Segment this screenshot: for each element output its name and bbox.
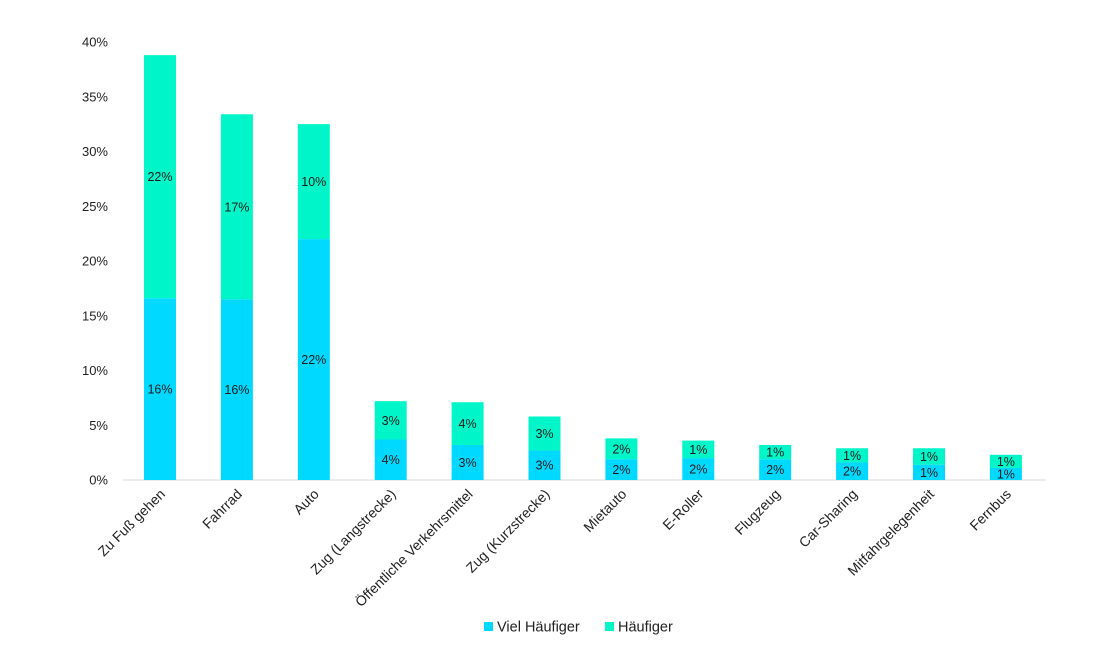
y-tick-label: 25% <box>82 199 108 214</box>
x-category-label: Fahrrad <box>199 486 245 532</box>
data-label: 22% <box>147 170 172 184</box>
x-category-label: Car-Sharing <box>796 486 861 551</box>
data-label: 3% <box>382 414 400 428</box>
data-label: 2% <box>766 463 784 477</box>
legend: Viel Häufiger Häufiger <box>484 620 673 636</box>
data-label: 1% <box>997 467 1015 481</box>
x-category-label: E-Roller <box>659 486 706 533</box>
data-label: 2% <box>689 463 707 477</box>
x-category-label: Zug (Kurzstrecke) <box>463 486 553 576</box>
data-label: 2% <box>612 463 630 477</box>
bar-segment-haeufiger <box>528 416 561 451</box>
y-tick-label: 0% <box>89 473 108 488</box>
bar-segment-haeufiger <box>913 448 945 465</box>
data-label: 22% <box>301 353 326 367</box>
bar-segment-haeufiger <box>605 438 638 460</box>
data-label: 1% <box>997 455 1015 469</box>
data-label: 2% <box>612 442 630 456</box>
bar-segment-viel-haeufiger <box>759 459 792 480</box>
y-tick-label: 15% <box>82 308 108 323</box>
data-label: 17% <box>224 200 249 214</box>
x-category-label: Zug (Langstrecke) <box>307 486 399 578</box>
data-label: 16% <box>147 383 172 397</box>
legend-label: Häufiger <box>618 620 673 636</box>
legend-swatch <box>605 622 614 631</box>
bar-segment-haeufiger <box>297 124 330 240</box>
data-label: 1% <box>920 450 938 464</box>
bar-segment-viel-haeufiger <box>374 439 407 480</box>
bars: 16% 22% 16% 17% 22% 10% 4% 3% 3% 4% 3% 3% 2% 2% 2% 1% 2%… <box>144 55 1022 481</box>
data-label: 2% <box>843 465 861 479</box>
bar-segment-haeufiger <box>759 444 792 460</box>
bar-segment-haeufiger <box>682 440 715 459</box>
bar-segment-haeufiger <box>144 55 176 299</box>
data-label: 4% <box>459 417 477 431</box>
data-label: 10% <box>301 175 326 189</box>
bar-segment-viel-haeufiger <box>220 299 253 480</box>
bar-segment-viel-haeufiger <box>836 462 869 480</box>
legend-swatch <box>484 622 493 631</box>
y-tick-label: 30% <box>82 144 108 159</box>
bar-segment-viel-haeufiger <box>528 450 561 480</box>
bar-segment-viel-haeufiger <box>144 298 176 480</box>
data-label: 3% <box>459 456 477 470</box>
x-category-label: Auto <box>290 486 322 518</box>
bar-segment-viel-haeufiger <box>989 467 1022 480</box>
bar-segment-viel-haeufiger <box>605 459 638 480</box>
bar-segment-viel-haeufiger <box>913 464 945 480</box>
data-label: 3% <box>535 459 553 473</box>
x-category-label: Flugzeug <box>731 486 783 538</box>
data-label: 1% <box>689 443 707 457</box>
bar-segment-haeufiger <box>451 402 484 445</box>
data-label: 1% <box>766 446 784 460</box>
bar-segment-haeufiger <box>836 448 869 463</box>
bar-segment-haeufiger <box>374 401 407 440</box>
bar-segment-viel-haeufiger <box>297 239 330 480</box>
bar-segment-haeufiger <box>989 454 1022 468</box>
data-label: 16% <box>224 383 249 397</box>
y-axis: 0% 5% 10% 15% 20% 25% 30% 35% 40% <box>82 35 108 488</box>
y-tick-label: 10% <box>82 363 108 378</box>
x-category-label: Zu Fuß gehen <box>95 486 168 559</box>
y-tick-label: 35% <box>82 89 108 104</box>
x-category-label: Fernbus <box>966 486 1014 534</box>
x-category-label: Mitfahrgelegenheit <box>844 486 937 579</box>
bar-segment-viel-haeufiger <box>682 458 715 480</box>
bar-segment-haeufiger <box>220 114 253 300</box>
data-label: 3% <box>535 427 553 441</box>
data-label: 1% <box>843 449 861 463</box>
legend-label: Viel Häufiger <box>497 620 580 636</box>
y-tick-label: 40% <box>82 35 108 50</box>
data-label: 1% <box>920 466 938 480</box>
y-tick-label: 5% <box>89 418 108 433</box>
data-label: 4% <box>382 453 400 467</box>
y-tick-label: 20% <box>82 254 108 269</box>
bar-segment-viel-haeufiger <box>451 444 484 480</box>
x-category-label: Mietauto <box>580 486 629 535</box>
